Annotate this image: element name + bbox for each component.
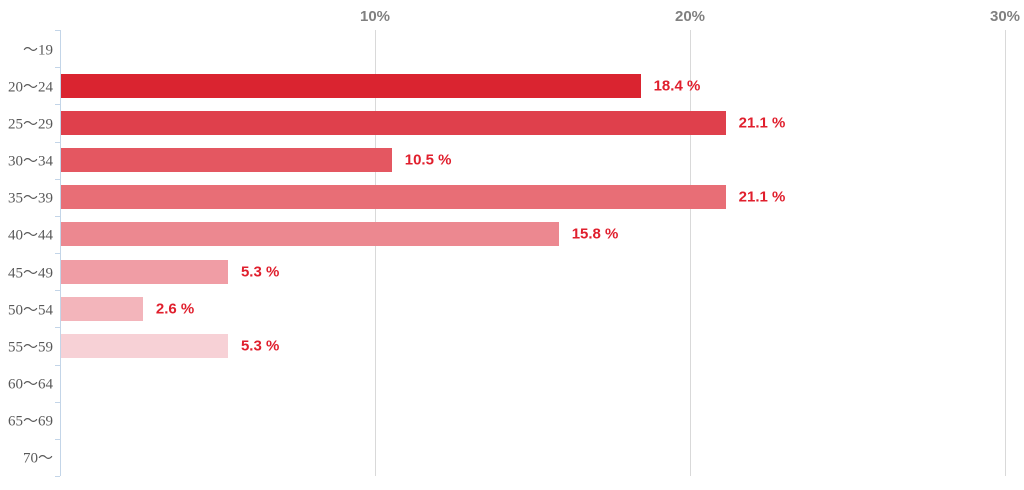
category-label: 25〜29: [7, 116, 53, 133]
category-label: 20〜24: [7, 79, 53, 96]
gridline: [375, 30, 376, 476]
y-axis-tick: [55, 30, 60, 31]
category-label: 45〜49: [7, 265, 53, 282]
value-label: 15.8 %: [571, 225, 619, 243]
y-axis-tick: [55, 104, 60, 106]
x-axis-tick-label: 30%: [989, 8, 1021, 25]
value-label: 21.1 %: [738, 114, 786, 132]
value-label: 18.4 %: [653, 77, 701, 95]
category-label: 50〜54: [7, 302, 53, 319]
y-axis-tick: [55, 327, 60, 329]
value-label: 10.5 %: [404, 151, 452, 169]
category-label: 〜19: [22, 42, 53, 59]
y-axis-tick: [55, 253, 60, 254]
x-axis-tick-label: 10%: [359, 8, 391, 25]
bar: [61, 259, 228, 284]
category-label: 70〜: [22, 450, 53, 467]
y-axis-tick: [55, 178, 60, 180]
category-label: 60〜64: [7, 376, 53, 393]
gridline: [690, 30, 691, 476]
y-axis-line: [60, 30, 61, 476]
y-axis-tick: [55, 438, 60, 440]
value-label: 2.6 %: [155, 300, 195, 318]
category-label: 35〜39: [7, 190, 53, 207]
category-label: 30〜34: [7, 153, 53, 170]
y-axis-tick: [55, 67, 60, 69]
bar: [61, 296, 143, 321]
value-label: 5.3 %: [240, 337, 280, 355]
y-axis-tick: [55, 141, 60, 143]
bar: [61, 222, 559, 247]
y-axis-tick: [55, 476, 60, 477]
y-axis-tick: [55, 215, 60, 217]
gridline: [1005, 30, 1006, 476]
bar: [61, 148, 392, 173]
bar: [61, 185, 726, 210]
bar: [61, 73, 641, 98]
y-axis-tick: [55, 290, 60, 292]
y-axis-tick: [55, 364, 60, 366]
x-axis-tick-label: 20%: [674, 8, 706, 25]
category-label: 40〜44: [7, 227, 53, 244]
value-label: 21.1 %: [738, 188, 786, 206]
y-axis-tick: [55, 401, 60, 403]
category-label: 55〜59: [7, 339, 53, 356]
bar: [61, 110, 726, 135]
category-label: 65〜69: [7, 413, 53, 430]
bar: [61, 333, 228, 358]
value-label: 5.3 %: [240, 263, 280, 281]
